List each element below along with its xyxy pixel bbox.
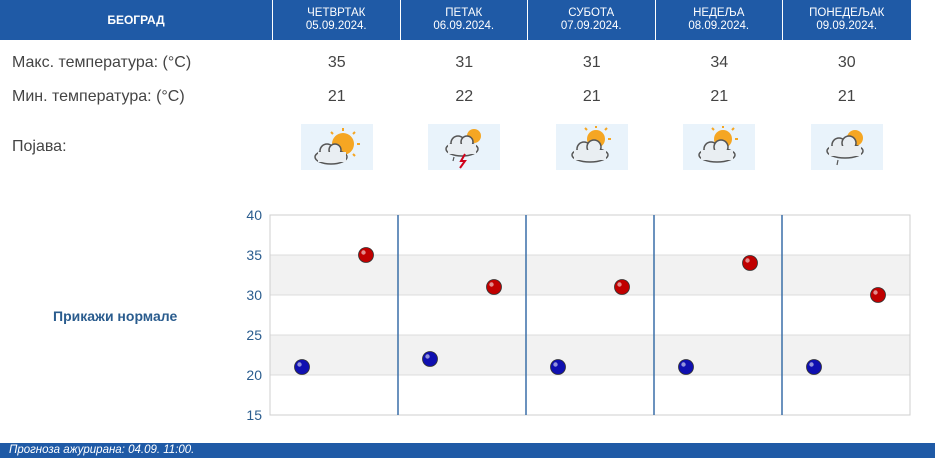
grid-band [270, 295, 910, 335]
day-name: ПЕТАК [445, 7, 483, 19]
max-temp-point [614, 279, 630, 295]
y-tick-label: 15 [246, 407, 262, 423]
grid-band [270, 375, 910, 415]
y-tick-label: 20 [246, 367, 262, 383]
min-temp-point [294, 359, 310, 375]
phenomenon-cell [528, 124, 656, 170]
phenomenon-cell [783, 124, 911, 170]
max-temp-point [870, 287, 886, 303]
phenomenon-row: Појава: [0, 121, 935, 173]
min-temp-value: 21 [837, 88, 856, 105]
phenomenon-cell [401, 124, 529, 170]
min-temp-value: 22 [455, 88, 474, 105]
day-header-3: СУБОТА 07.09.2024. [528, 0, 656, 40]
point-highlight [745, 258, 750, 263]
day-name: НЕДЕЉА [693, 7, 745, 19]
phenomenon-cell [273, 124, 401, 170]
min-temp-point [678, 359, 694, 375]
point-highlight [489, 282, 494, 287]
day-header-1: ЧЕТВРТАК 05.09.2024. [273, 0, 401, 40]
max-temp-point [486, 279, 502, 295]
min-temp-point [806, 359, 822, 375]
point-highlight [361, 250, 366, 255]
sun-cloud-icon [300, 124, 373, 170]
point-highlight [873, 290, 878, 295]
point-highlight [617, 282, 622, 287]
max-temp-label: Макс. температура: (°C) [12, 54, 192, 71]
partly-cloudy-icon [555, 124, 628, 170]
max-temp-value: 31 [455, 54, 474, 71]
max-temp-value: 30 [837, 54, 856, 71]
day-date: 09.09.2024. [816, 20, 878, 32]
day-date: 08.09.2024. [688, 20, 750, 32]
partly-cloudy-icon [683, 124, 756, 170]
plot-border [269, 214, 911, 416]
day-date: 05.09.2024. [305, 20, 367, 32]
min-temp-point [422, 351, 438, 367]
forecast-updated-footer: Прогноза ажурирана: 04.09. 11:00. [0, 443, 935, 458]
show-normals-link[interactable]: Прикажи нормале [53, 308, 178, 324]
grid-band [270, 255, 910, 295]
max-temp-row: Макс. температура: (°C) 35 31 31 34 30 [0, 52, 935, 74]
phenomenon-cell [656, 124, 784, 170]
y-tick-label: 40 [246, 207, 262, 223]
grid-band [270, 215, 910, 255]
min-temp-row: Мин. температура: (°C) 21 22 21 21 21 [0, 86, 935, 108]
forecast-header: БЕОГРАД ЧЕТВРТАК 05.09.2024. ПЕТАК 06.09.2… [0, 0, 935, 40]
max-temp-value: 34 [710, 54, 729, 71]
point-highlight [553, 362, 558, 367]
min-temp-value: 21 [710, 88, 729, 105]
city-name: БЕОГРАД [107, 12, 165, 27]
day-date: 07.09.2024. [560, 20, 622, 32]
min-temp-point [550, 359, 566, 375]
city-header: БЕОГРАД [0, 0, 273, 40]
day-name: СУБОТА [568, 7, 615, 19]
day-date: 06.09.2024. [433, 20, 495, 32]
day-header-4: НЕДЕЉА 08.09.2024. [655, 0, 783, 40]
thunderstorm-icon [428, 124, 501, 170]
day-header-2: ПЕТАК 06.09.2024. [400, 0, 528, 40]
point-highlight [297, 362, 302, 367]
max-temp-value: 35 [327, 54, 346, 71]
day-header-5: ПОНЕДЕЉАК 09.09.2024. [783, 0, 911, 40]
point-highlight [809, 362, 814, 367]
grid-band [270, 335, 910, 375]
phenomenon-label: Појава: [12, 138, 67, 155]
max-temp-point [358, 247, 374, 263]
temperature-chart: 40 35 30 25 20 15 [246, 207, 911, 423]
day-name: ЧЕТВРТАК [307, 7, 366, 19]
point-highlight [681, 362, 686, 367]
min-temp-label: Мин. температура: (°C) [12, 88, 185, 105]
min-temp-value: 21 [582, 88, 601, 105]
point-highlight [425, 354, 430, 359]
y-tick-label: 35 [246, 247, 262, 263]
y-tick-label: 30 [246, 287, 262, 303]
max-temp-value: 31 [582, 54, 601, 71]
day-name: ПОНЕДЕЉАК [809, 7, 885, 19]
max-temp-point [742, 255, 758, 271]
y-tick-label: 25 [246, 327, 262, 343]
min-temp-value: 21 [327, 88, 346, 105]
cloud-rain-icon [810, 124, 883, 170]
